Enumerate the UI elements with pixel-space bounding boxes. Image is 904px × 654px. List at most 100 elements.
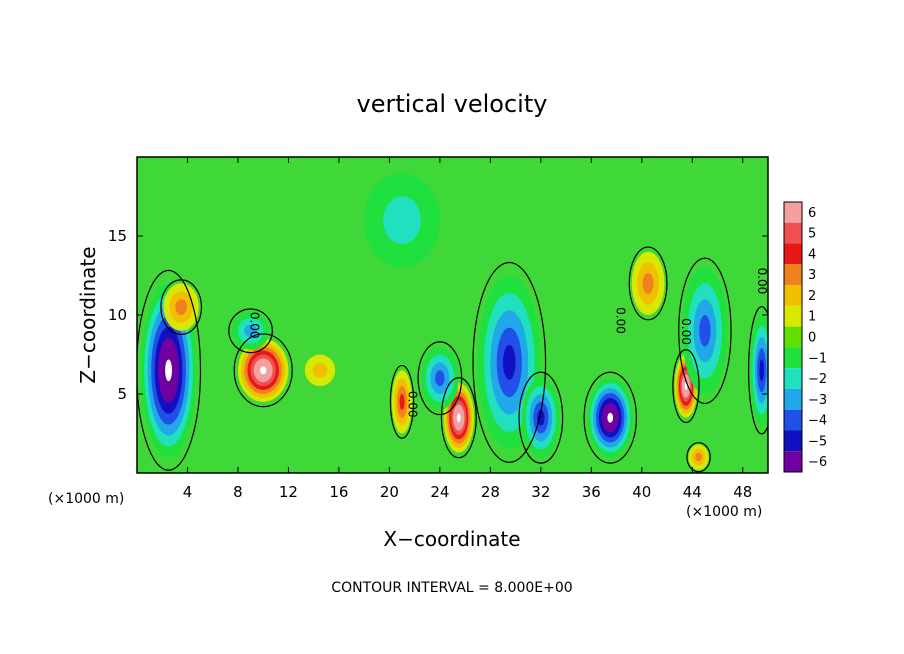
x-tick-label: 20 — [380, 483, 399, 501]
velocity-band — [456, 413, 461, 423]
velocity-feature — [587, 378, 633, 458]
velocity-band — [383, 196, 421, 244]
contour-line — [417, 341, 463, 416]
colorbar-swatch — [784, 243, 802, 265]
colorbar-swatch — [784, 285, 802, 306]
contour-line — [672, 349, 700, 424]
velocity-band — [165, 359, 173, 382]
x-tick-label: 8 — [233, 483, 243, 501]
contour-value-label: 0.00 — [679, 318, 693, 345]
velocity-band — [607, 412, 614, 423]
contour-line — [628, 246, 668, 321]
y-axis: 5 10 15 — [108, 227, 768, 403]
contour-line — [233, 333, 293, 408]
x-tick-label: 12 — [279, 483, 298, 501]
contour-interval-footer: CONTOUR INTERVAL = 8.000E+00 — [331, 580, 572, 596]
colorbar-frame — [783, 201, 803, 473]
colorbar-tick-label: −4 — [808, 414, 827, 429]
x-tick-label: 32 — [531, 483, 550, 501]
colorbar-tick-label: −1 — [808, 351, 827, 366]
contour-line — [748, 306, 768, 435]
x-unit-left: (×1000 m) — [48, 491, 124, 507]
x-tick-label: 40 — [632, 483, 651, 501]
velocity-band — [699, 315, 711, 347]
x-tick-label: 28 — [481, 483, 500, 501]
colorbar-tick-label: −2 — [808, 372, 827, 387]
contour-line — [472, 261, 547, 463]
colorbar-tick-label: 3 — [808, 268, 816, 283]
colorbar-tick-label: −6 — [808, 455, 827, 470]
velocity-feature — [688, 444, 709, 470]
contour-line — [583, 371, 637, 464]
colorbar-tick-label: 2 — [808, 289, 816, 304]
velocity-band — [244, 324, 257, 338]
velocity-band — [312, 362, 328, 379]
contour-value-label: 0.00 — [405, 391, 419, 418]
contour-value-label: 0.00 — [248, 312, 262, 339]
contour-line — [137, 269, 202, 471]
contour-line — [440, 377, 477, 459]
velocity-field — [140, 172, 768, 470]
colorbar-swatch — [784, 222, 802, 244]
velocity-band — [759, 359, 764, 382]
y-tick-label: 15 — [108, 227, 127, 245]
x-tick-label: 16 — [329, 483, 348, 501]
x-tick-label: 48 — [733, 483, 752, 501]
x-tick-label: 24 — [430, 483, 449, 501]
x-tick-label: 36 — [582, 483, 601, 501]
y-tick-label: 5 — [117, 385, 127, 403]
x-axis: 4 8 12 16 20 24 28 32 36 40 44 48 — [183, 157, 752, 501]
velocity-feature — [364, 172, 440, 268]
velocity-feature — [304, 354, 336, 387]
velocity-feature — [231, 311, 270, 350]
colorbar-swatch — [784, 305, 802, 327]
colorbar-swatch — [784, 451, 802, 472]
colorbar-tick-label: 5 — [808, 227, 816, 242]
contour-line — [160, 279, 203, 335]
zero-contours: 0.00 0.00 0.00 0.00 0.00 — [137, 246, 769, 473]
velocity-feature — [631, 251, 665, 315]
x-axis-label: X−coordinate — [383, 527, 520, 551]
velocity-band — [695, 452, 702, 462]
chart-title: vertical velocity — [357, 90, 548, 118]
colorbar-swatch — [784, 388, 802, 410]
velocity-feature — [420, 346, 459, 410]
velocity-feature — [521, 378, 560, 458]
velocity-feature — [140, 283, 197, 458]
colorbar-swatch — [784, 347, 802, 369]
colorbar-swatch — [784, 326, 802, 348]
velocity-band — [502, 345, 516, 380]
velocity-feature — [443, 382, 474, 453]
colorbar-tick-label: 0 — [808, 331, 816, 346]
velocity-feature — [682, 267, 728, 394]
y-axis-label: Z−coordinate — [76, 246, 100, 383]
plot-area: 0.00 0.00 0.00 0.00 0.00 — [137, 157, 769, 473]
velocity-band — [399, 394, 405, 410]
contour-line — [389, 364, 415, 439]
colorbar-tick-label: −3 — [808, 393, 827, 408]
contour-value-label: 0.00 — [755, 268, 769, 295]
velocity-feature — [750, 315, 768, 426]
colorbar-tick-label: 4 — [808, 247, 816, 262]
velocity-band — [175, 299, 188, 315]
colorbar-swatch — [784, 368, 802, 389]
colorbar-swatch — [784, 264, 802, 286]
colorbar: 6 5 4 3 2 1 0 −1 −2 −3 −4 −5 −6 — [783, 201, 827, 473]
velocity-band — [260, 366, 267, 375]
y-tick-label: 10 — [108, 306, 127, 324]
colorbar-swatch — [784, 430, 802, 452]
velocity-band — [642, 272, 654, 294]
contour-line — [228, 308, 273, 354]
velocity-feature — [237, 338, 289, 402]
colorbar-tick-label: 1 — [808, 310, 816, 325]
velocity-band — [435, 370, 445, 387]
colorbar-swatch — [784, 409, 802, 431]
x-tick-label: 4 — [183, 483, 193, 501]
x-tick-label: 44 — [683, 483, 702, 501]
contour-line — [686, 442, 711, 473]
colorbar-tick-label: −5 — [808, 434, 827, 449]
contour-value-label: 0.00 — [614, 307, 628, 334]
velocity-feature — [391, 370, 413, 434]
contour-line — [678, 257, 732, 405]
